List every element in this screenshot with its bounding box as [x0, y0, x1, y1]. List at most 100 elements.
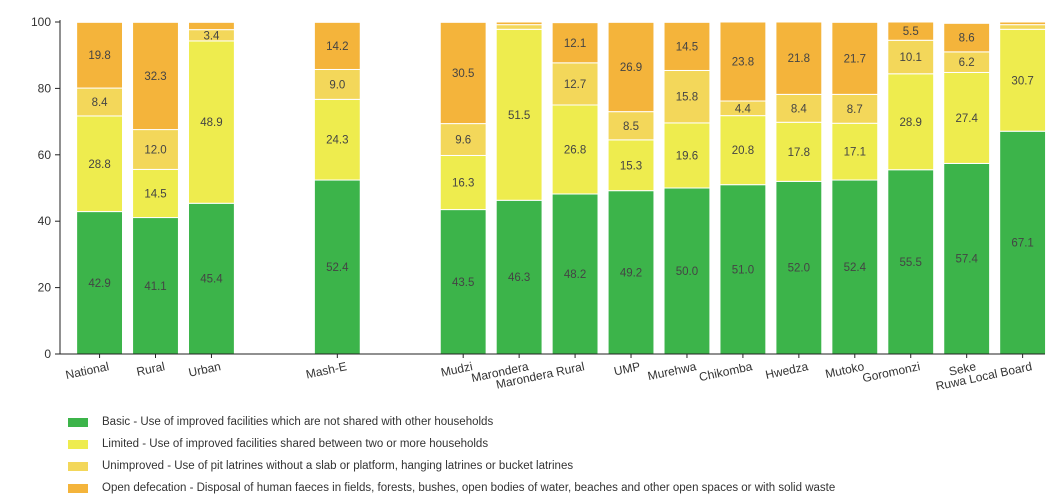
bar-segment — [313, 68, 361, 100]
x-tick-label: Rural — [135, 359, 166, 379]
x-tick-label: Urban — [187, 359, 222, 379]
bar-segment — [607, 139, 655, 192]
data-label: 57.4 — [955, 254, 978, 266]
bar-segment — [313, 179, 361, 355]
data-label: 24.3 — [326, 135, 348, 147]
bar-segment — [76, 115, 124, 213]
x-axis: National Rural Urban Mash-E MudziMaronderaMa… — [60, 353, 1045, 393]
data-label: 28.9 — [900, 117, 922, 129]
y-axis: 0 20 40 60 80 100 — [31, 15, 61, 361]
bar-segment — [999, 21, 1047, 26]
bar-segment — [551, 62, 599, 106]
data-label: 52.0 — [788, 263, 810, 275]
data-label: 49.2 — [620, 267, 642, 279]
data-label: 14.5 — [144, 188, 166, 200]
data-label: 16.3 — [452, 178, 474, 190]
bar-segment — [132, 21, 179, 131]
y-tick-label: 100 — [31, 15, 51, 29]
legend-item: Basic - Use of improved facilities which… — [68, 413, 1028, 431]
bar-segment — [495, 24, 543, 30]
bar-segment — [132, 168, 179, 219]
bar-stack: 51.0 20.8 4.4 23.8 — [719, 21, 767, 355]
bar-segment — [439, 209, 487, 355]
stacked-bar-chart: 0 20 40 60 80 100 42.9 28.8 8.4 19.8 41.1 14.5 12.0… — [31, 15, 1047, 393]
data-label: 17.1 — [844, 147, 866, 159]
data-label: 15.8 — [676, 92, 698, 104]
data-label: 21.8 — [788, 53, 810, 65]
data-label: 23.8 — [732, 57, 754, 69]
bar-segment — [775, 180, 823, 355]
x-tick-label: Seke — [948, 359, 978, 378]
data-label: 51.0 — [732, 264, 754, 276]
bar-segment — [719, 21, 767, 102]
bar-segment — [495, 21, 543, 26]
bar-segment — [831, 179, 879, 355]
bar-segment — [551, 104, 599, 195]
bar-segment — [831, 93, 879, 124]
data-label: 19.6 — [676, 150, 698, 162]
bar-segment — [132, 129, 179, 170]
y-tick-label: 60 — [38, 148, 52, 162]
data-label: 21.7 — [844, 53, 866, 65]
bar-stack: 57.4 27.4 6.2 8.6 — [943, 22, 991, 355]
data-label: 9.6 — [455, 135, 471, 147]
bar-stack: 43.5 16.3 9.6 30.5 — [439, 21, 487, 355]
bar-stack: 52.4 24.3 9.0 14.2 — [313, 21, 361, 355]
data-label: 4.4 — [735, 103, 752, 115]
legend-swatch — [68, 483, 88, 493]
y-tick-label: 80 — [38, 81, 52, 95]
legend-swatch — [68, 461, 88, 471]
bar-stack: 46.3 51.5 — [495, 21, 543, 355]
y-tick-label: 20 — [38, 281, 52, 295]
data-label: 8.6 — [959, 33, 975, 45]
data-label: 17.8 — [788, 147, 810, 159]
bar-stack: 67.1 30.7 — [999, 21, 1047, 355]
data-label: 20.8 — [732, 145, 754, 157]
bar-segment — [76, 87, 124, 117]
legend-label: Open defecation - Disposal of human faec… — [102, 482, 836, 494]
bar-segment — [775, 21, 823, 95]
bar-segment — [439, 154, 487, 211]
x-tick-label: National — [64, 359, 110, 382]
bar-segment — [607, 111, 655, 141]
x-tick-label: Mutoko — [824, 359, 866, 381]
data-label: 55.5 — [900, 257, 922, 269]
bar-stack: 52.0 17.8 8.4 21.8 — [775, 21, 823, 355]
data-label: 5.5 — [903, 26, 919, 38]
bar-stack: 42.9 28.8 8.4 19.8 — [76, 21, 124, 355]
data-label: 43.5 — [452, 277, 474, 289]
data-label: 48.9 — [200, 117, 222, 129]
bar-segment — [132, 217, 179, 355]
bar-stack: 45.4 48.9 3.4 — [188, 21, 235, 355]
bar-segment — [313, 21, 361, 70]
data-label: 8.5 — [623, 121, 639, 133]
y-tick-label: 0 — [44, 347, 51, 361]
data-label: 15.3 — [620, 160, 642, 172]
bar-segment — [607, 21, 655, 113]
bar-segment — [188, 40, 235, 204]
bar-segment — [887, 73, 935, 171]
bar-segment — [943, 22, 991, 53]
legend: Basic - Use of improved facilities which… — [68, 413, 1028, 501]
data-label: 32.3 — [144, 71, 166, 83]
bar-segment — [76, 21, 124, 89]
legend-label: Limited - Use of improved facilities sha… — [102, 438, 489, 450]
data-label: 46.3 — [508, 272, 530, 284]
data-label: 27.4 — [955, 113, 978, 125]
bar-segment — [775, 121, 823, 182]
bars: 42.9 28.8 8.4 19.8 41.1 14.5 12.0 32.3 45.4 48.9 3… — [76, 21, 1047, 355]
data-label: 26.8 — [564, 144, 586, 156]
bar-segment — [831, 21, 879, 95]
bar-stack: 49.2 15.3 8.5 26.9 — [607, 21, 655, 355]
bar-segment — [551, 22, 599, 64]
data-label: 10.1 — [900, 52, 922, 64]
data-label: 6.2 — [959, 57, 975, 69]
legend-swatch — [68, 417, 88, 427]
bar-segment — [887, 39, 935, 75]
bar-segment — [663, 122, 711, 189]
x-tick-label: Mash-E — [305, 359, 348, 381]
data-label: 12.7 — [564, 79, 586, 91]
bar-stack: 52.4 17.1 8.7 21.7 — [831, 21, 879, 355]
data-label: 8.4 — [791, 103, 808, 115]
bar-segment — [719, 184, 767, 355]
